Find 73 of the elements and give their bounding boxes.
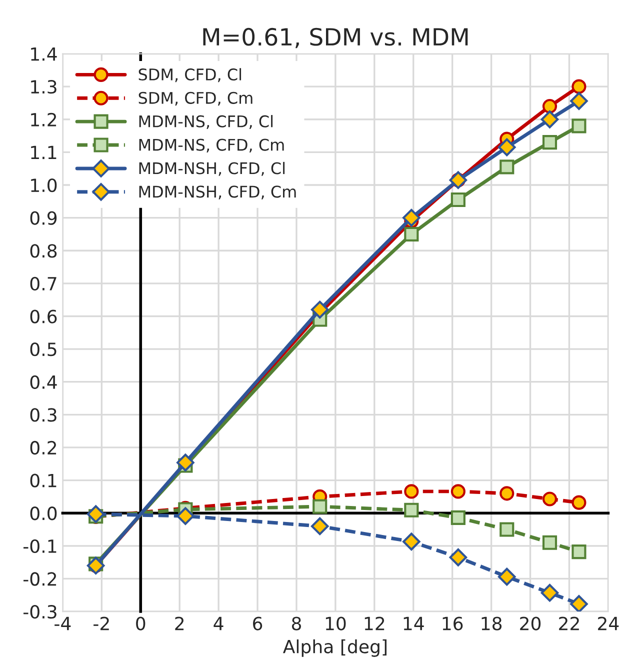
x-tick-label: 24: [598, 616, 619, 630]
x-axis-title: Alpha [deg]: [282, 639, 386, 657]
point: [310, 517, 329, 536]
point: [570, 595, 588, 612]
point: [498, 568, 516, 586]
y-tick-label: 1.0: [31, 178, 57, 192]
point: [542, 98, 558, 114]
point: [572, 495, 586, 510]
point: [402, 208, 420, 227]
x-tick-label: 10: [326, 616, 346, 630]
x-tick-label: 0: [136, 616, 146, 630]
point: [572, 544, 586, 560]
x-tick-label: 2: [175, 616, 184, 630]
point: [540, 110, 559, 128]
x-tick-label: -4: [54, 616, 71, 630]
x-tick-label: 18: [482, 616, 502, 630]
y-tick-label: 1.3: [31, 80, 56, 94]
point: [176, 454, 194, 472]
point: [404, 226, 419, 242]
point: [312, 499, 328, 514]
legend-label: MDM-NSH, CFD, Cl: [139, 162, 285, 176]
x-tick-label: 6: [253, 616, 262, 630]
point: [542, 535, 558, 550]
y-tick-label: 0.9: [30, 211, 57, 225]
point: [540, 584, 559, 602]
point: [570, 92, 588, 110]
y-tick-label: 0.6: [30, 310, 57, 324]
point: [500, 522, 514, 537]
point: [500, 160, 514, 174]
x-tick-label: 22: [559, 616, 579, 630]
y-tick-label: 1.1: [31, 146, 56, 160]
point: [450, 192, 466, 208]
point: [86, 505, 105, 523]
y-tick-label: 0.8: [30, 244, 57, 258]
point: [404, 502, 419, 518]
point: [498, 138, 516, 156]
point: [542, 492, 558, 506]
y-tick-label: -0.2: [23, 572, 56, 586]
legend-label: MDM-NS, CFD, Cl: [139, 115, 273, 130]
y-tick-label: 0.2: [30, 440, 56, 455]
y-tick-label: 0.3: [30, 408, 56, 422]
point: [450, 484, 466, 499]
x-tick-label: 8: [292, 616, 301, 630]
y-tick-label: 0.4: [30, 375, 57, 389]
x-tick-label: 20: [520, 616, 541, 630]
x-tick-label: -2: [94, 616, 109, 630]
point: [402, 532, 420, 551]
point: [450, 510, 466, 525]
y-tick-label: -0.1: [23, 539, 56, 554]
legend-label: SDM, CFD, Cm: [138, 92, 252, 106]
y-tick-label: -0.3: [23, 604, 56, 619]
legend-label: MDM-NS, CFD, Cm: [139, 138, 284, 152]
y-tick-label: 1.2: [31, 112, 56, 126]
point: [176, 507, 194, 525]
point: [500, 486, 514, 501]
y-tick-label: 0.1: [30, 474, 56, 488]
x-tick-label: 14: [404, 616, 424, 630]
x-tick-label: 12: [364, 616, 384, 630]
point: [404, 484, 419, 499]
x-tick-label: 16: [442, 616, 463, 630]
point: [449, 548, 468, 566]
x-tick-label: 4: [214, 616, 224, 630]
legend-label: MDM-NSH, CFD, Cm: [139, 186, 296, 200]
y-tick-label: 0.5: [30, 342, 56, 356]
point: [572, 118, 586, 134]
point: [542, 135, 558, 150]
chart-title: M=0.61, SDM vs. MDM: [203, 28, 468, 48]
point: [572, 79, 586, 94]
y-tick-label: 1.4: [31, 47, 57, 61]
y-tick-label: 0.0: [30, 506, 57, 520]
legend-label: SDM, CFD, Cl: [138, 68, 242, 82]
point: [310, 300, 329, 319]
y-tick-label: 0.7: [30, 276, 56, 291]
